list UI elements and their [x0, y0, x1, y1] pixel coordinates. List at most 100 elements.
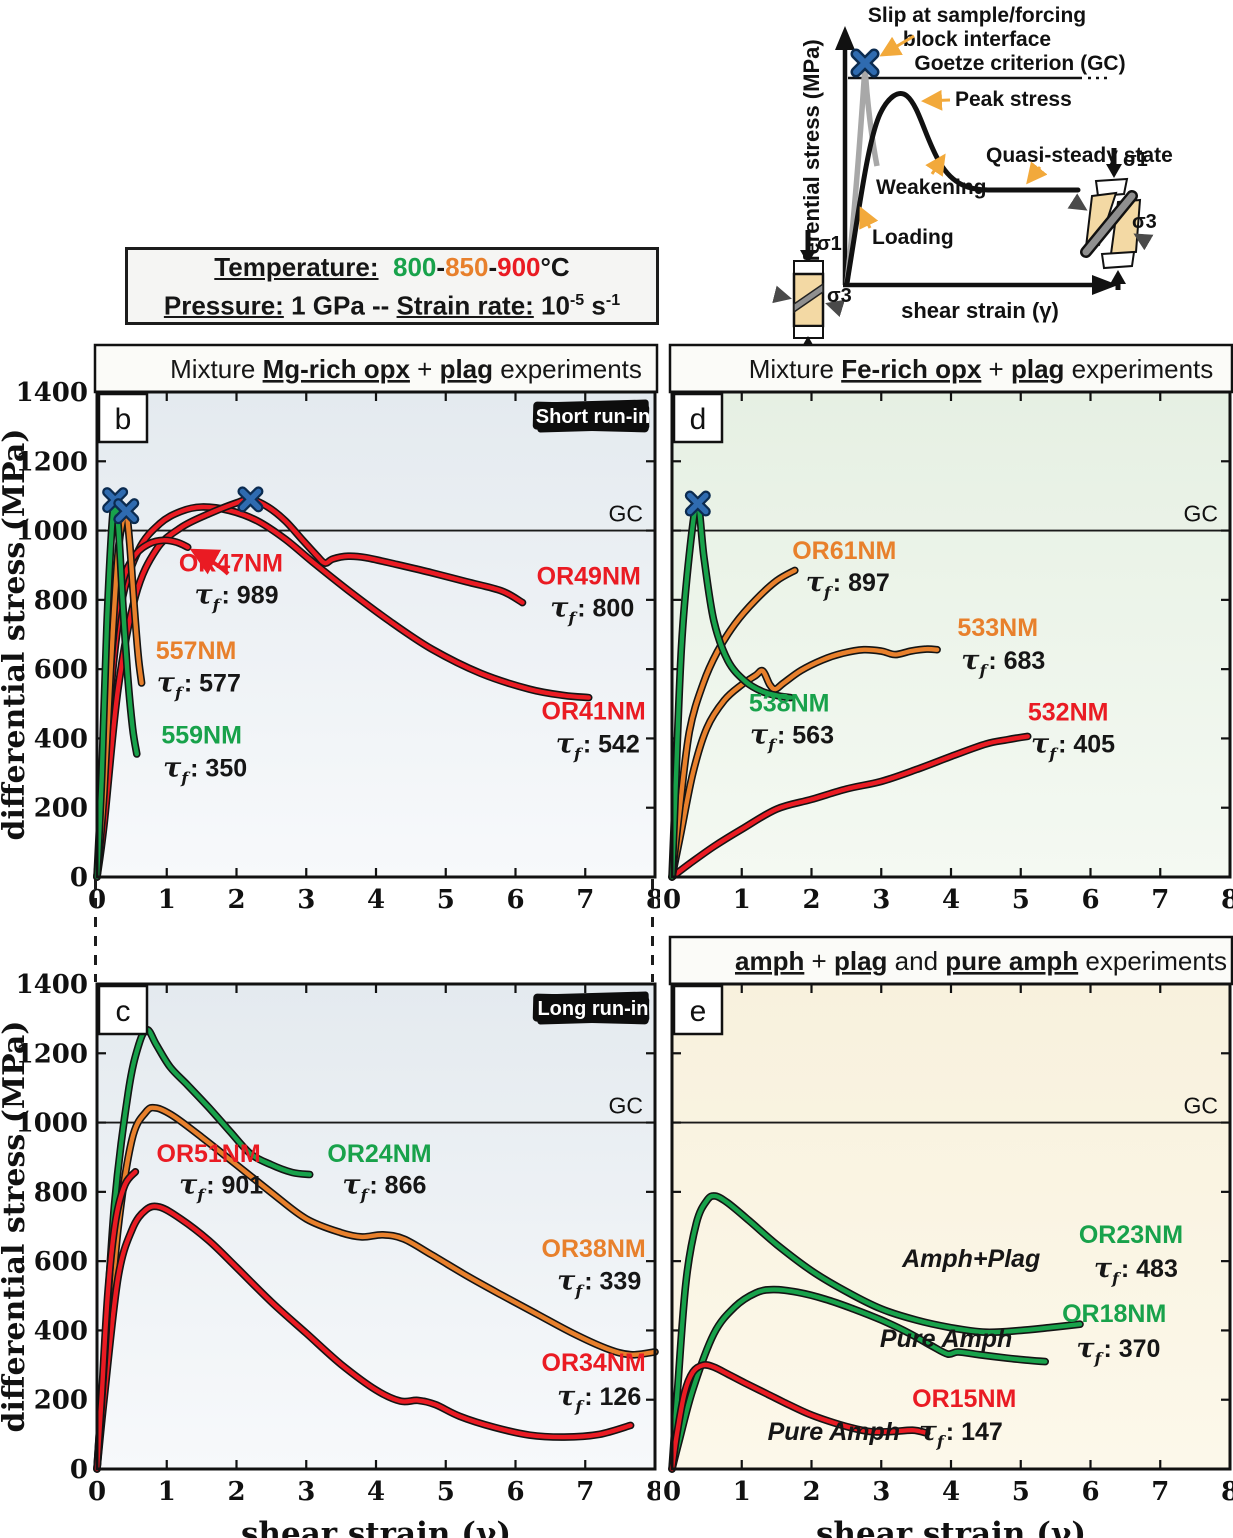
curve-OR61NM [668, 566, 799, 881]
pointer-arrow [189, 548, 230, 576]
y-tick-label: 1000 [16, 1109, 88, 1139]
gc-label: GC [609, 1093, 644, 1119]
panel-e-letter-box [672, 984, 724, 1036]
x-tick-label: 5 [437, 885, 455, 912]
x-tick-label: 5 [437, 1477, 455, 1507]
curve-label-OR18NM: OR18NM [1062, 1300, 1166, 1328]
tau-label: τf: 989 [194, 579, 278, 614]
y-tick-label: 400 [34, 724, 88, 754]
x-tick-label: 3 [297, 1477, 315, 1507]
curve-label-OR51NM: OR51NM [157, 1140, 261, 1168]
y-tick-label: 200 [34, 1386, 88, 1416]
tau-label: τf: 800 [550, 592, 634, 627]
tau-label: τf: 897 [806, 567, 890, 602]
curve-OR18NM [668, 1285, 1049, 1473]
y-axis-title: differential stress (MPa) [0, 429, 32, 841]
x-tick-label: 6 [1081, 1477, 1099, 1507]
y-tick-label: 600 [34, 1247, 88, 1277]
tau-label: τf: 542 [556, 728, 640, 763]
tau-label: τf: 483 [1094, 1253, 1178, 1288]
y-tick-label: 800 [34, 586, 88, 616]
curve-OR34NM [93, 1202, 635, 1473]
strain-unit-exp: -1 [605, 291, 621, 309]
x-tick-label: 3 [872, 1477, 890, 1507]
a-stress-curve [844, 91, 1081, 286]
curve-OR51NM [93, 1168, 140, 1473]
strain-rate-label: Strain rate: [396, 290, 534, 321]
temperature-850: 850 [445, 251, 489, 282]
y-tick-label: 1400 [16, 970, 88, 1000]
x-tick-label: 4 [942, 1477, 960, 1507]
curve-OR15NM [668, 1361, 931, 1473]
gc-label: GC [1184, 501, 1219, 527]
a-x-axis-arrowhead [1092, 275, 1118, 295]
a-y-axis-arrowhead [835, 26, 855, 50]
a-slip-label-line1: Slip at sample/forcing [868, 4, 1086, 27]
x-tick-label: 7 [576, 885, 594, 912]
y-tick-label: 200 [34, 794, 88, 824]
x-tick-label: 2 [802, 885, 820, 912]
curve-label-OR41NM: OR41NM [542, 697, 646, 725]
curve-label-Pure-Amph: Pure Amph [880, 1325, 1012, 1353]
panel-b-frame [95, 390, 657, 879]
y-tick-label: 800 [34, 1178, 88, 1208]
a-x-axis-label: shear strain (γ) [901, 298, 1059, 323]
x-tick-label: 0 [663, 1477, 681, 1507]
curve-label-OR38NM: OR38NM [542, 1235, 646, 1263]
x-tick-label: 1 [158, 885, 176, 912]
a-slip-marker [850, 48, 880, 78]
panel-b-letter-box [97, 392, 149, 444]
y-axis-title: differential stress (MPa) [0, 1021, 32, 1433]
y-tick-label: 1200 [16, 1039, 88, 1069]
badge-label: Long run-in [537, 998, 648, 1020]
tau-label: τf: 350 [163, 753, 247, 788]
a-peak-stress-label: Peak stress [955, 88, 1072, 111]
panel-e-frame [670, 982, 1232, 1471]
a-peak-arrow [921, 89, 951, 111]
panel-c-letter-box [97, 984, 149, 1036]
gc-label: GC [1184, 1093, 1219, 1119]
panel-b-plot-area [97, 392, 655, 877]
x-tick-label: 1 [158, 1477, 176, 1507]
curve-label-538NM: 538NM [749, 689, 830, 717]
badge-b: Short run-in [532, 399, 650, 433]
curve-label-OR15NM: OR15NM [912, 1385, 1016, 1413]
badge-label: Short run-in [536, 406, 650, 428]
tau-label: τf: 577 [157, 668, 241, 703]
y-tick-label: 0 [70, 1455, 88, 1485]
x-tick-label: 8 [1221, 1477, 1233, 1507]
y-tick-label: 600 [34, 655, 88, 685]
a-loading-label: Loading [872, 226, 954, 249]
x-tick-label: 5 [1012, 885, 1030, 912]
panel-b-title: Mixture Mg-rich opx + plag experiments [170, 354, 642, 384]
curve-532NM [668, 732, 1032, 881]
x-axis-title: shear strain (γ) [816, 1516, 1086, 1538]
x-tick-label: 3 [872, 885, 890, 912]
panel-e-plot-area [672, 984, 1230, 1469]
panel-c-frame [95, 982, 657, 1471]
curve-label-OR24NM: OR24NM [327, 1140, 431, 1168]
x-tick-label: 2 [802, 1477, 820, 1507]
curve-label-533NM: 533NM [957, 614, 1038, 642]
tau-label: τf: 901 [179, 1170, 263, 1205]
x-tick-label: 3 [297, 885, 315, 912]
badge-c: Long run-in [532, 991, 650, 1025]
tau-label: τf: 147 [919, 1416, 1003, 1451]
x-tick-label: 7 [1151, 885, 1169, 912]
temperature-800: 800 [393, 251, 437, 282]
x-tick-label: 8 [646, 1477, 660, 1507]
curve-label-OR23NM: OR23NM [1079, 1221, 1183, 1249]
curve-label-OR34NM: OR34NM [542, 1349, 646, 1377]
temperature-unit: °C [540, 251, 570, 282]
tau-label: τf: 866 [342, 1170, 426, 1205]
a-qss-arrow [1026, 161, 1048, 185]
tau-label: τf: 405 [1031, 728, 1115, 763]
x-tick-label: 7 [1151, 1477, 1169, 1507]
conditions-line-pressure-strain: Pressure: 1 GPa -- Strain rate: 10-5 s-1 [164, 284, 620, 323]
strain-base: 10 [533, 290, 570, 321]
y-tick-label: 1000 [16, 517, 88, 547]
a-weakening-label: Weakening [876, 176, 986, 199]
x-tick-label: 1 [733, 1477, 751, 1507]
